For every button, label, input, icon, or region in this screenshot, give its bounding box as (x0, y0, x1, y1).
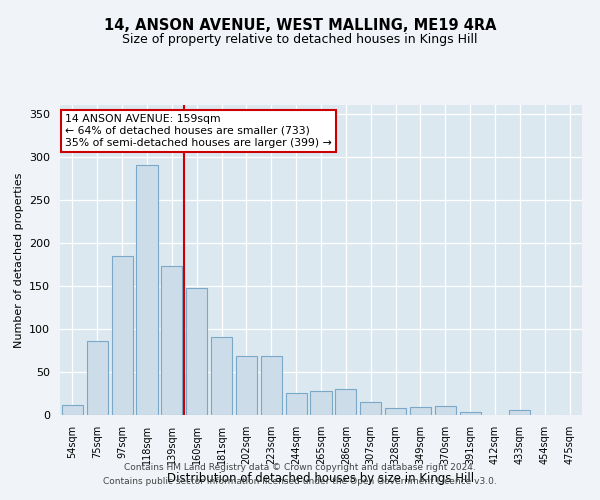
Text: Size of property relative to detached houses in Kings Hill: Size of property relative to detached ho… (122, 32, 478, 46)
Y-axis label: Number of detached properties: Number of detached properties (14, 172, 23, 348)
Bar (509, 410, 530, 415)
Bar (286, 392, 307, 415)
Bar (360, 402, 381, 415)
Text: Contains HM Land Registry data © Crown copyright and database right 2024.: Contains HM Land Registry data © Crown c… (124, 464, 476, 472)
Bar (261, 356, 282, 415)
Bar (87, 341, 108, 415)
Text: 14 ANSON AVENUE: 159sqm
← 64% of detached houses are smaller (733)
35% of semi-d: 14 ANSON AVENUE: 159sqm ← 64% of detache… (65, 114, 332, 148)
Bar (161, 266, 182, 415)
Bar (310, 391, 332, 415)
Text: 14, ANSON AVENUE, WEST MALLING, ME19 4RA: 14, ANSON AVENUE, WEST MALLING, ME19 4RA (104, 18, 496, 32)
Bar (112, 256, 133, 415)
Bar (460, 412, 481, 415)
Bar (435, 406, 456, 415)
Bar (335, 389, 356, 415)
Bar (211, 336, 232, 415)
Bar (136, 166, 158, 415)
X-axis label: Distribution of detached houses by size in Kings Hill: Distribution of detached houses by size … (167, 472, 475, 486)
Bar (236, 356, 257, 415)
Bar (62, 404, 83, 415)
Bar (410, 407, 431, 415)
Bar (186, 288, 207, 415)
Text: Contains public sector information licensed under the Open Government Licence v3: Contains public sector information licen… (103, 477, 497, 486)
Bar (385, 408, 406, 415)
